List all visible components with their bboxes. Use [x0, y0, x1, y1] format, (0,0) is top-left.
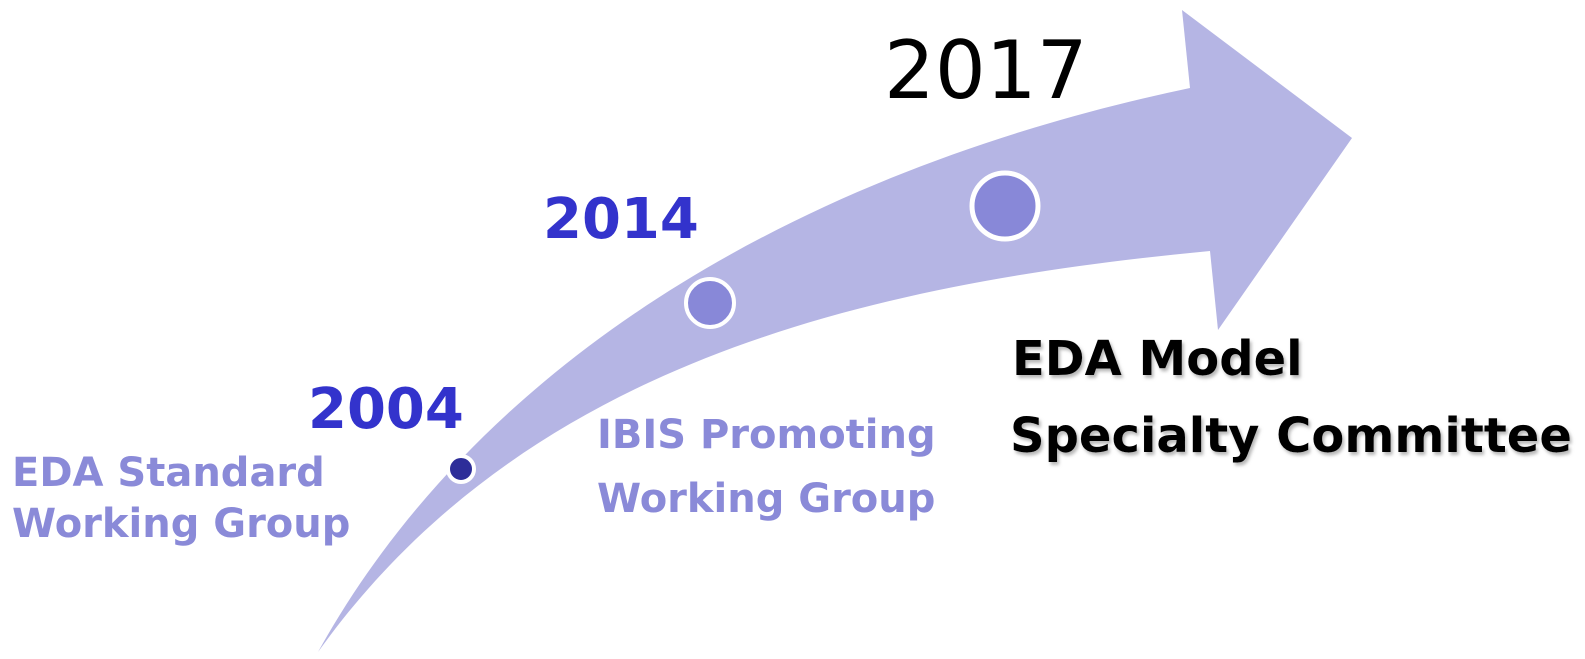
arrow [318, 10, 1352, 652]
label: Working Group [12, 501, 350, 547]
milestone-dot [446, 454, 476, 484]
year: 2004 [308, 377, 464, 442]
year: 2017 [884, 24, 1088, 117]
label: EDA Standard [12, 450, 325, 496]
label: IBIS Promoting [597, 412, 936, 458]
label: Specialty Committee [1010, 408, 1572, 464]
milestone-dot [969, 170, 1041, 242]
year: 2014 [543, 187, 699, 252]
label: EDA Model [1012, 331, 1303, 387]
label: Working Group [597, 476, 935, 522]
milestone-dot [684, 277, 736, 329]
